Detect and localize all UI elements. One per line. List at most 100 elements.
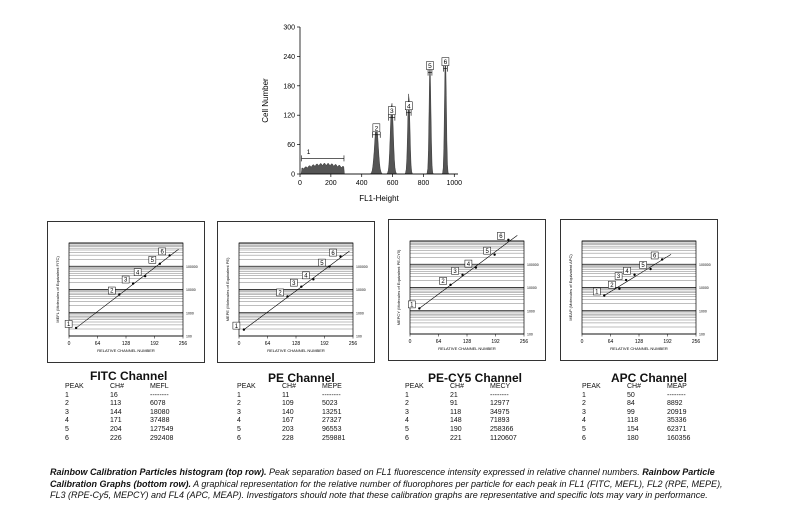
y-tick-label: 100000 (356, 265, 368, 269)
table-cell: 180 (627, 434, 639, 442)
point-label-box (290, 278, 298, 287)
data-point (118, 293, 121, 296)
point-label: 2 (610, 283, 614, 289)
point-label: 3 (453, 269, 457, 275)
table-row: 4 148 71893 (405, 417, 555, 426)
x-tick-label: 800 (418, 180, 430, 187)
point-label: 2 (110, 289, 114, 295)
point-label-box (148, 256, 157, 264)
y-tick-label: 100000 (186, 265, 198, 269)
table-row: 3 99 20919 (582, 409, 732, 418)
y-tick-label: 60 (287, 142, 295, 149)
data-point (300, 285, 303, 288)
data-point (493, 253, 496, 256)
table-cell: -------- (667, 391, 686, 399)
table-cell: 113 (110, 400, 122, 408)
point-label-box (639, 261, 647, 269)
point-label: 5 (320, 261, 324, 267)
y-tick-label: 100 (356, 335, 362, 339)
x-tick-label: 192 (491, 339, 500, 345)
table-cell: 12977 (490, 400, 510, 408)
x-tick-label: 0 (298, 180, 302, 187)
table-row: 6 221 1120607 (405, 435, 555, 444)
x-tick-label: 256 (179, 341, 188, 347)
table-cell: CH# (282, 383, 297, 390)
table-cell: -------- (490, 391, 509, 399)
point-label: 2 (278, 291, 282, 297)
table-row: 5 203 96553 (237, 426, 387, 435)
table-cell: 167 (282, 417, 294, 425)
table-cell: 118 (450, 408, 462, 416)
table-cell: 6 (65, 434, 69, 442)
y-tick-label: 100 (699, 333, 705, 337)
data-point (143, 274, 147, 278)
point-label: 1 (235, 324, 239, 330)
y-axis-label: MEPE (Molecules of Equivalent PE) (225, 257, 230, 321)
point-label: 5 (485, 249, 489, 255)
table-cell: PEAK (65, 383, 84, 390)
peak-1-bracket: 1 (301, 149, 345, 162)
table-row: 5 204 127549 (65, 426, 215, 435)
pecy5-table-title: PE-CY5 Channel (428, 371, 523, 385)
table-cell: 204 (110, 425, 122, 433)
data-point (603, 294, 606, 297)
table-cell: 4 (237, 417, 241, 425)
table-row: 2 113 6078 (65, 400, 215, 409)
table-cell: 4 (582, 417, 586, 425)
apc-table-title: APC Channel (611, 371, 688, 385)
fit-line (243, 250, 350, 330)
peak-label: 4 (407, 103, 411, 110)
y-tick-label: 300 (283, 25, 295, 32)
point-label: 3 (124, 278, 128, 284)
table-cell: 4 (405, 417, 409, 425)
table-cell: 258366 (490, 425, 514, 433)
table-row: 3 144 18080 (65, 409, 215, 418)
table-row: 2 109 5023 (237, 400, 387, 409)
table-row: 1 16 -------- (65, 392, 215, 401)
table-cell: 259881 (322, 434, 346, 442)
bracket-label-box (426, 61, 434, 70)
y-tick-label: 100 (527, 333, 533, 337)
table-cell: 228 (282, 434, 294, 442)
peak-label: 5 (428, 63, 432, 70)
bracket-label-box (372, 123, 381, 133)
peak-5-bracket: 5 (426, 61, 434, 76)
table-cell: 144 (110, 408, 122, 416)
peak-2-bracket: 2 (372, 123, 381, 138)
y-tick-label: 10000 (356, 288, 366, 292)
point-label-box (108, 286, 116, 295)
table-cell: 226 (110, 434, 122, 442)
caption-text-1: Peak separation based on FL1 fluorescenc… (266, 467, 643, 477)
fit-line (604, 254, 672, 296)
y-axis-label: MEAP (Molecules of Equivalent APC) (568, 254, 573, 321)
x-tick-label: 64 (436, 339, 442, 345)
point-label-box (483, 246, 491, 255)
x-tick-label: 64 (265, 341, 271, 347)
table-cell: 127549 (150, 425, 174, 433)
peak-label: 3 (390, 108, 394, 115)
x-tick-label: 128 (463, 339, 472, 345)
table-row: 3 140 13251 (237, 409, 387, 418)
table-cell: 6 (237, 434, 241, 442)
table-cell: 37488 (150, 417, 170, 425)
table-cell: 71893 (490, 417, 510, 425)
table-cell: 99 (627, 408, 635, 416)
bracket-label-box (405, 101, 413, 110)
table-cell: 292408 (150, 434, 174, 442)
table-cell: 6 (582, 434, 586, 442)
y-tick-label: 10000 (527, 286, 537, 290)
x-tick-label: 64 (95, 341, 101, 347)
table-cell: 190 (450, 425, 462, 433)
table-cell: 109 (282, 400, 294, 408)
table-cell: 13251 (322, 408, 342, 416)
table-cell: 2 (237, 400, 241, 408)
table-cell: 140 (282, 408, 294, 416)
point-label-box (451, 267, 459, 275)
point-label-box (318, 258, 326, 267)
table-row: 4 118 35336 (582, 417, 732, 426)
data-point (418, 307, 421, 310)
x-tick-label: 192 (150, 341, 159, 347)
data-point (286, 295, 289, 298)
x-tick-label: 256 (692, 339, 701, 345)
point-label: 6 (160, 250, 164, 256)
